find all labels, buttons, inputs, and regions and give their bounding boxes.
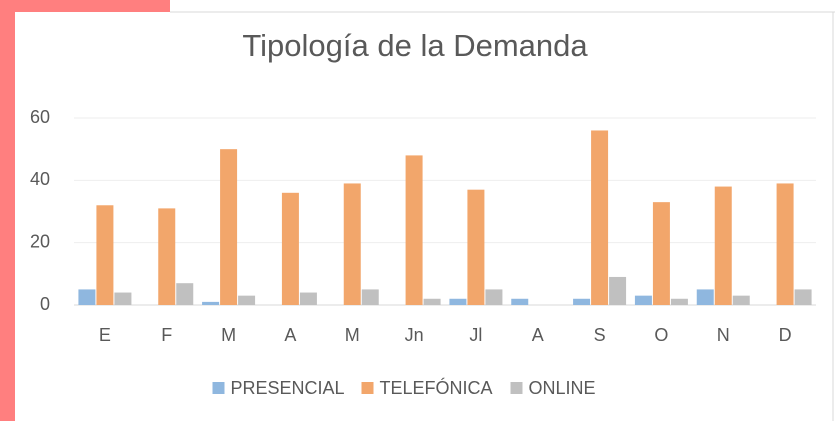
bar bbox=[361, 289, 379, 305]
bar bbox=[573, 298, 591, 305]
bar bbox=[405, 155, 423, 305]
bar bbox=[449, 298, 467, 305]
bar bbox=[732, 295, 750, 305]
bar bbox=[238, 295, 256, 305]
bar bbox=[158, 208, 176, 305]
bar bbox=[281, 192, 299, 305]
bar bbox=[343, 183, 361, 305]
left-strip bbox=[0, 0, 15, 421]
bar bbox=[176, 283, 194, 305]
bar bbox=[485, 289, 503, 305]
x-tick-label: S bbox=[594, 325, 606, 345]
y-tick-label: 60 bbox=[30, 107, 50, 127]
x-tick-label: Jl bbox=[469, 325, 482, 345]
x-tick-label: E bbox=[99, 325, 111, 345]
legend-label: ONLINE bbox=[529, 378, 596, 398]
bar bbox=[609, 276, 627, 305]
x-tick-label: D bbox=[779, 325, 792, 345]
top-strip bbox=[0, 0, 170, 12]
chart-title: Tipología de la Demanda bbox=[242, 28, 588, 63]
bar bbox=[776, 183, 794, 305]
x-tick-label: A bbox=[284, 325, 296, 345]
x-tick-label: A bbox=[532, 325, 544, 345]
bar bbox=[670, 298, 688, 305]
bar bbox=[423, 298, 441, 305]
bar bbox=[467, 189, 485, 305]
x-tick-label: M bbox=[221, 325, 236, 345]
bar bbox=[511, 298, 529, 305]
bar bbox=[114, 292, 132, 305]
bar bbox=[794, 289, 812, 305]
y-tick-label: 40 bbox=[30, 169, 50, 189]
x-tick-label: F bbox=[161, 325, 172, 345]
x-tick-label: M bbox=[345, 325, 360, 345]
x-tick-label: Jn bbox=[405, 325, 424, 345]
legend-label: TELEFÓNICA bbox=[380, 377, 493, 398]
x-tick-label: N bbox=[717, 325, 730, 345]
bar bbox=[202, 301, 220, 305]
bar bbox=[714, 186, 732, 305]
bar bbox=[696, 289, 714, 305]
legend-label: PRESENCIAL bbox=[231, 378, 345, 398]
legend-swatch bbox=[212, 382, 225, 394]
bar bbox=[634, 295, 652, 305]
bar bbox=[299, 292, 317, 305]
x-tick-label: O bbox=[654, 325, 668, 345]
bar bbox=[652, 202, 670, 305]
legend-swatch bbox=[510, 382, 523, 394]
y-tick-label: 20 bbox=[30, 231, 50, 251]
bar bbox=[591, 130, 609, 305]
bar bbox=[96, 205, 114, 305]
bar bbox=[220, 149, 238, 305]
bar bbox=[78, 289, 96, 305]
legend-swatch bbox=[361, 382, 374, 394]
y-tick-label: 0 bbox=[40, 294, 50, 314]
